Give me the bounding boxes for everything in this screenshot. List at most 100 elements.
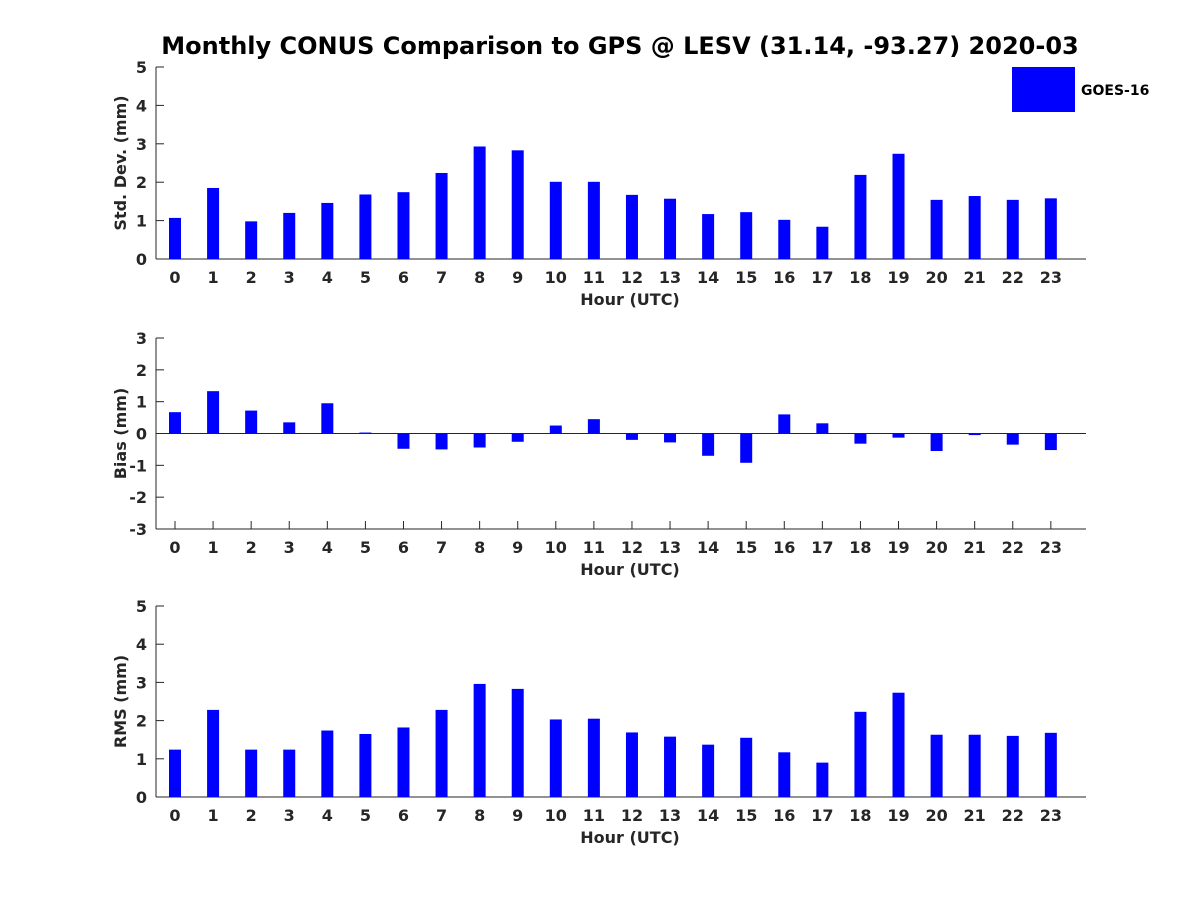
y-tick-label: 2: [136, 361, 147, 380]
x-tick-label: 22: [1002, 268, 1024, 287]
bar: [587, 718, 600, 797]
y-tick-label: 4: [136, 635, 147, 654]
bar: [968, 734, 981, 797]
y-tick-label: 1: [136, 212, 147, 231]
bar: [702, 433, 715, 456]
x-tick-label: 20: [925, 538, 947, 557]
bar: [549, 181, 562, 259]
bar: [930, 734, 943, 797]
bar: [511, 433, 524, 442]
x-tick-label: 1: [208, 268, 219, 287]
x-tick-label: 7: [436, 538, 447, 557]
x-tick-label: 12: [621, 538, 643, 557]
y-tick-label: 0: [136, 788, 147, 807]
bar: [207, 709, 220, 797]
x-tick-label: 7: [436, 268, 447, 287]
bar: [1044, 198, 1057, 259]
y-tick-label: 2: [136, 712, 147, 731]
x-tick-label: 21: [964, 806, 986, 825]
x-tick-label: 9: [512, 806, 523, 825]
x-tick-label: 10: [545, 538, 567, 557]
legend: GOES-16: [1012, 67, 1149, 112]
x-tick-label: 12: [621, 806, 643, 825]
bar: [359, 194, 372, 259]
x-tick-label: 9: [512, 538, 523, 557]
bar: [968, 196, 981, 259]
bar: [854, 711, 867, 797]
bar: [283, 749, 296, 797]
x-tick-label: 0: [169, 806, 180, 825]
x-tick-label: 8: [474, 538, 485, 557]
x-tick-label: 16: [773, 538, 795, 557]
x-tick-label: 13: [659, 538, 681, 557]
bar: [359, 432, 372, 434]
bar: [435, 709, 448, 797]
x-tick-label: 13: [659, 806, 681, 825]
x-tick-label: 3: [284, 538, 295, 557]
x-tick-label: 13: [659, 268, 681, 287]
bar: [892, 692, 905, 797]
bar: [207, 391, 220, 434]
x-tick-label: 4: [322, 538, 333, 557]
bar: [511, 688, 524, 797]
bar: [1006, 735, 1019, 797]
x-tick-label: 15: [735, 538, 757, 557]
legend-swatch: [1012, 67, 1075, 112]
y-axis-label: Std. Dev. (mm): [111, 95, 130, 230]
x-tick-label: 2: [246, 538, 257, 557]
x-tick-label: 5: [360, 538, 371, 557]
y-tick-label: 2: [136, 173, 147, 192]
x-tick-label: 6: [398, 538, 409, 557]
x-tick-label: 23: [1040, 806, 1062, 825]
bar: [664, 736, 677, 797]
x-axis-label: Hour (UTC): [580, 560, 680, 579]
x-tick-label: 15: [735, 268, 757, 287]
bar: [1044, 732, 1057, 797]
x-tick-label: 12: [621, 268, 643, 287]
y-tick-label: 5: [136, 597, 147, 616]
bar: [397, 433, 410, 449]
x-tick-label: 9: [512, 268, 523, 287]
bar: [473, 683, 486, 797]
y-tick-label: 1: [136, 750, 147, 769]
x-tick-label: 18: [849, 806, 871, 825]
x-tick-label: 20: [925, 806, 947, 825]
x-tick-label: 22: [1002, 806, 1024, 825]
bar: [283, 212, 296, 259]
bar: [816, 762, 829, 797]
bar: [702, 214, 715, 259]
x-tick-label: 14: [697, 806, 719, 825]
bar: [892, 433, 905, 438]
x-tick-label: 3: [284, 268, 295, 287]
bar: [625, 732, 638, 797]
bar: [625, 194, 638, 259]
bar: [1006, 433, 1019, 445]
bar: [435, 433, 448, 450]
x-tick-label: 21: [964, 268, 986, 287]
x-tick-label: 17: [811, 268, 833, 287]
bar: [397, 727, 410, 797]
x-tick-label: 22: [1002, 538, 1024, 557]
bar: [169, 217, 181, 259]
bar: [473, 146, 486, 259]
y-tick-label: 4: [136, 96, 147, 115]
bar: [169, 749, 181, 797]
x-tick-label: 3: [284, 806, 295, 825]
bar: [321, 202, 334, 259]
x-tick-label: 2: [246, 268, 257, 287]
chart-title: Monthly CONUS Comparison to GPS @ LESV (…: [161, 32, 1078, 60]
x-tick-label: 19: [887, 268, 909, 287]
x-tick-label: 10: [545, 806, 567, 825]
x-tick-label: 8: [474, 268, 485, 287]
bar: [473, 433, 486, 448]
y-tick-label: -1: [129, 456, 147, 475]
bar: [1044, 433, 1057, 451]
bar: [283, 422, 296, 434]
bar: [664, 198, 677, 259]
bar: [587, 419, 600, 434]
bar: [321, 730, 334, 797]
x-tick-label: 0: [169, 268, 180, 287]
x-tick-label: 1: [208, 806, 219, 825]
bar: [664, 433, 677, 443]
